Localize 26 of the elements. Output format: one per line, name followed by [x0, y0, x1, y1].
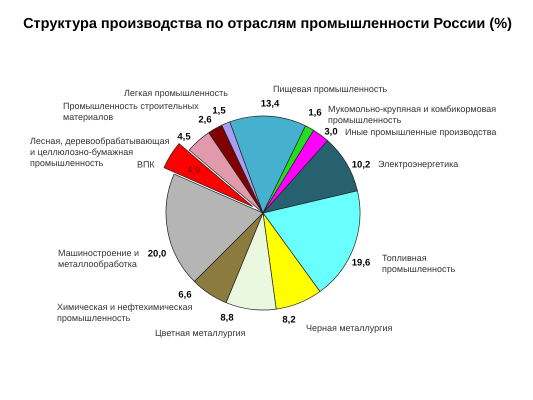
- slice-label: Пищевая промышленность: [273, 84, 388, 94]
- slice-label: Мукомольно-крупяная и комбикормовая промышленность: [328, 104, 496, 126]
- slice-label: Машиностроение и металлообработка: [58, 248, 139, 270]
- data-label: 1,6: [308, 107, 322, 118]
- data-label: 6,6: [178, 289, 192, 300]
- data-label: 3,0: [324, 126, 338, 138]
- slice-label: Химическая и нефтехимическая промышленность: [57, 302, 193, 324]
- slice-label: Топливная промышленность: [382, 253, 456, 274]
- data-label: 10,2: [352, 159, 370, 170]
- slice-label: Легкая промышленность: [124, 88, 228, 98]
- data-label: 4,9: [187, 164, 200, 176]
- slice-label: Промышленность строительных материалов: [63, 101, 200, 122]
- data-label: 8,2: [282, 314, 296, 326]
- slice-label: Черная металлургия: [306, 323, 392, 334]
- data-label: 20,0: [148, 248, 166, 260]
- data-label: 2,6: [198, 114, 212, 126]
- data-label: 13,4: [260, 98, 280, 110]
- data-label: 8,8: [220, 312, 234, 324]
- chart-title: Структура производства по отраслям промышленности России (%): [23, 16, 512, 32]
- slice-label: Цветная металлургия: [155, 328, 246, 338]
- slice-label: ВПК: [136, 160, 156, 170]
- data-label: 1,5: [212, 105, 226, 116]
- data-label: 19,6: [352, 257, 370, 268]
- data-label: 4,5: [177, 131, 192, 142]
- slice-label: Иные промышленные производства: [345, 127, 496, 138]
- slice-label: Электроэнергетика: [378, 159, 458, 170]
